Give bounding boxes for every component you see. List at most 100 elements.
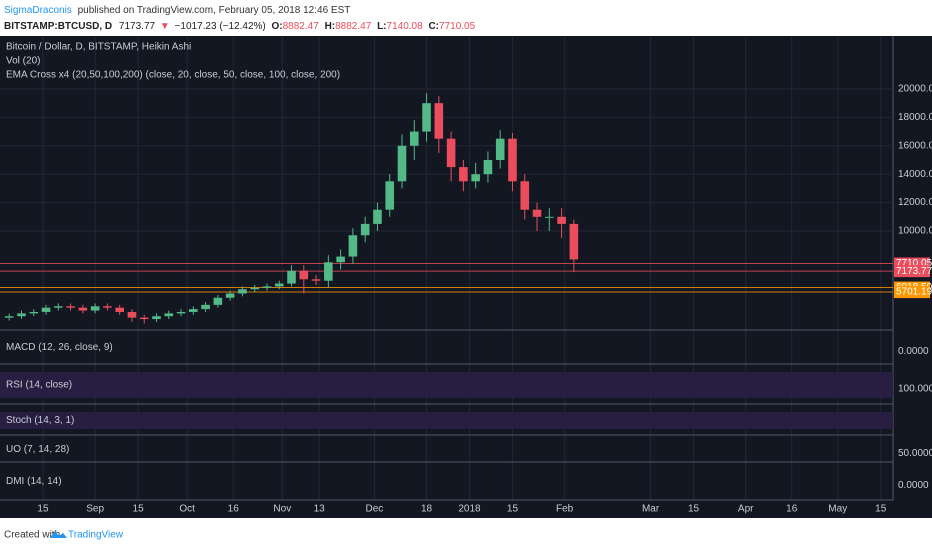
candle-body <box>557 216 566 224</box>
header-line-1: SigmaDraconis published on TradingView.c… <box>4 5 350 16</box>
published: published on TradingView.com, February 0… <box>78 5 351 16</box>
o-label: O: <box>272 21 283 32</box>
candle-body <box>569 223 579 260</box>
y-tick-label: 14000.00 <box>898 169 932 180</box>
x-tick-label: Nov <box>273 504 291 515</box>
x-tick-label: 15 <box>507 504 519 515</box>
pane-label: DMI (14, 14) <box>6 476 62 487</box>
y-tick-label: 20000.00 <box>898 84 932 95</box>
x-tick-label: 16 <box>786 504 798 515</box>
x-tick-label: Dec <box>365 504 383 515</box>
price-label: 7173.77 <box>896 266 932 277</box>
footer-created: Created with <box>4 530 60 541</box>
pane-label: MACD (12, 26, close, 9) <box>6 342 113 353</box>
footer <box>0 520 932 550</box>
candle-body <box>152 316 161 320</box>
x-tick-label: 15 <box>688 504 700 515</box>
pane-label: Stoch (14, 3, 1) <box>6 415 74 426</box>
candle-body <box>41 307 51 312</box>
y-tick-label: 10000.00 <box>898 226 932 237</box>
x-tick-label: 15 <box>37 504 49 515</box>
c: 7710.05 <box>439 21 476 32</box>
candle-body <box>115 307 124 312</box>
candle-body <box>287 270 296 284</box>
candle-body <box>360 223 370 236</box>
x-tick-label: Oct <box>179 504 195 515</box>
candle-body <box>66 306 75 308</box>
candle-body <box>4 316 14 318</box>
candle-body <box>17 313 26 317</box>
candle-body <box>508 138 517 182</box>
candle-body <box>471 174 480 182</box>
plot: 15 Sep 15 Oct 16 Nov 13 Dec 18 2018 15 Feb Mar 15 Apr 1… <box>0 36 932 515</box>
x-tick-label: Mar <box>642 504 660 515</box>
x-tick-label: Feb <box>556 504 574 515</box>
candle-body <box>78 307 88 311</box>
price-label-bg <box>894 265 930 278</box>
candle-body <box>397 145 407 182</box>
candle-body <box>483 159 493 175</box>
candle-body <box>299 270 309 280</box>
legend-main: Bitcoin / Dollar, D, BITSTAMP, Heikin As… <box>6 42 191 53</box>
candle-body <box>495 138 505 160</box>
candle-body <box>385 181 395 210</box>
change: −1017.23 (−12.42%) <box>175 21 266 32</box>
l: 7140.08 <box>387 21 424 32</box>
candle-body <box>373 209 382 224</box>
candle-body <box>139 317 149 320</box>
pane-axis-label: 0.0000 <box>898 346 929 357</box>
x-tick-label: Apr <box>738 504 754 515</box>
candle-body <box>189 309 198 312</box>
candle-body <box>176 311 186 314</box>
footer-brand[interactable]: TradingView <box>68 530 124 541</box>
candle-body <box>459 167 468 182</box>
h: 8882.47 <box>335 21 372 32</box>
x-tick-label: May <box>828 504 847 515</box>
candle-body <box>127 311 137 318</box>
legend-vol: Vol (20) <box>6 56 40 67</box>
x-tick-label: Sep <box>86 504 104 515</box>
pane-label: RSI (14, close) <box>6 380 72 391</box>
symbol: BITSTAMP:BTCUSD, D <box>4 21 112 32</box>
candle-body <box>520 181 530 210</box>
x-tick-label: 15 <box>133 504 145 515</box>
pane-label: UO (7, 14, 28) <box>6 444 69 455</box>
arrow: ▼ <box>160 21 170 32</box>
c-label: C: <box>428 21 439 32</box>
y-tick-label: 16000.00 <box>898 140 932 151</box>
candle-body <box>446 138 456 168</box>
pane-band <box>0 412 893 429</box>
candle-body <box>164 313 174 317</box>
x-tick-label: 2018 <box>458 504 481 515</box>
header-line-2: BITSTAMP:BTCUSD, D 7173.77 ▼ −1017.23 (−… <box>4 21 476 32</box>
x-tick-label: 13 <box>314 504 326 515</box>
pane-axis-label: 100.0000 <box>898 384 932 395</box>
y-tick-label: 18000.00 <box>898 112 932 123</box>
pane-axis-label: 0.0000 <box>898 480 929 491</box>
logo <box>50 531 67 538</box>
candle-body <box>348 235 358 257</box>
h-label: H: <box>325 21 336 32</box>
x-tick-label: 16 <box>228 504 240 515</box>
x-tick-label: 15 <box>875 504 887 515</box>
o: 8882.47 <box>283 21 320 32</box>
candle-body <box>532 209 542 217</box>
author[interactable]: SigmaDraconis <box>4 5 72 16</box>
x-tick-label: 18 <box>421 504 433 515</box>
candle-body <box>545 216 554 218</box>
pane-band <box>0 372 893 398</box>
candle-body <box>422 103 431 132</box>
candle-body <box>324 262 333 281</box>
candle-body <box>225 293 235 298</box>
candle-body <box>434 103 444 139</box>
candle-body <box>409 131 419 146</box>
candle-body <box>29 311 39 314</box>
candle-body <box>103 306 112 308</box>
chart-area <box>0 36 932 518</box>
candle-body <box>274 283 284 287</box>
candle-body <box>250 287 260 290</box>
candle-body <box>213 297 223 305</box>
price-label: 7710.05 <box>896 258 932 269</box>
